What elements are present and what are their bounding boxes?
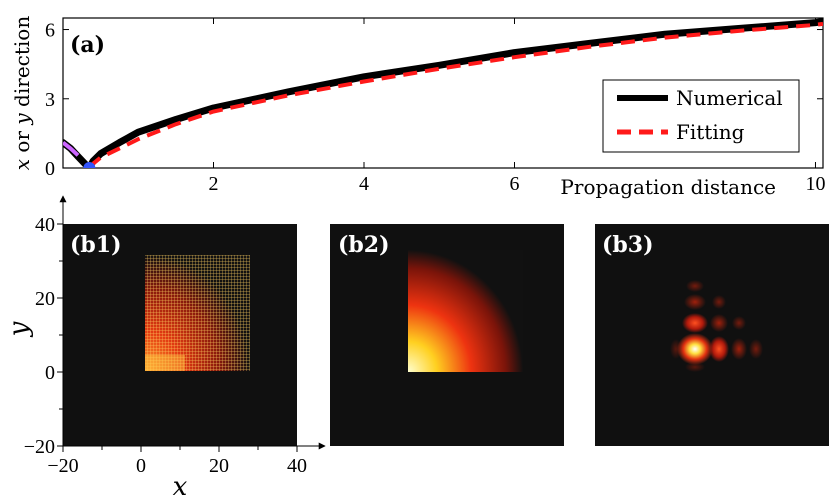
legend-numerical-label: Numerical (676, 86, 783, 110)
panel-b3-background (595, 224, 829, 446)
panel-b3-side-lobe (731, 338, 747, 360)
panel-b1-x-tick-label: 20 (209, 455, 229, 477)
series-fitting-line (88, 21, 823, 168)
panel-b3-intensity (670, 280, 763, 372)
panel-b1-y-tick-label: −20 (24, 436, 55, 458)
panel-b2-intensity (408, 250, 523, 372)
panel-label-a: (a) (70, 32, 105, 58)
panel-b1-y-axis-label: y (4, 321, 34, 337)
panel-a-x-tick-label: 10 (805, 173, 825, 195)
panel-b3-main-peak (677, 333, 713, 365)
panel-b1-x-tick-label: 0 (136, 455, 146, 477)
panel-a: 2 4 6 10 0 3 6 (a) Numerical Fitting Propagati… (10, 16, 825, 199)
panel-b1-y-tick-label: 20 (35, 288, 55, 310)
panel-a-x-tick-label: 6 (509, 173, 519, 195)
panel-b3-side-lobe (749, 339, 763, 359)
panel-b1-edge-bright (145, 355, 185, 371)
panel-b1-x-axis-label: x (173, 472, 188, 498)
panel-label-b2: (b2) (338, 232, 390, 258)
panel-b3-side-lobe (685, 362, 705, 372)
series-initial-line (63, 141, 80, 157)
panel-b2: (b2) (330, 224, 564, 446)
panel-b1-fringes (145, 255, 250, 371)
panel-label-b3: (b3) (602, 232, 654, 258)
panel-a-x-tick-label: 2 (208, 173, 218, 195)
panel-b3-side-lobe (732, 316, 746, 330)
start-point-marker (83, 162, 96, 168)
panel-b1-y-tick-label: 0 (45, 362, 55, 384)
panel-a-y-tick-label: 0 (45, 158, 55, 180)
panel-b3-side-lobe (670, 339, 682, 359)
panel-b1-ticks: −20 0 20 40 −20 0 20 40 (24, 214, 307, 477)
panel-b1-x-tick-label: −20 (47, 455, 78, 477)
panel-b3-side-lobe (682, 313, 708, 333)
panel-b3-side-lobe (709, 336, 729, 362)
panel-b3-side-lobe (710, 314, 728, 332)
panel-b1-x-tick-label: 40 (287, 455, 307, 477)
panel-a-x-tick-label: 4 (359, 173, 369, 195)
panel-b3-side-lobe (712, 295, 726, 309)
panel-a-y-axis-label: x or y direction (10, 16, 34, 171)
panel-a-series (63, 18, 823, 168)
panel-a-x-axis-label: Propagation distance (560, 175, 776, 199)
panel-b3: (b3) (595, 224, 829, 446)
panel-b1-y-tick-label: 40 (35, 214, 55, 236)
legend: Numerical Fitting (602, 79, 800, 153)
panel-a-y-tick-label: 6 (45, 20, 55, 42)
legend-fitting-label: Fitting (676, 120, 745, 144)
panel-label-b1: (b1) (70, 232, 122, 258)
panel-a-y-tick-label: 3 (45, 89, 55, 111)
legend-box (602, 79, 800, 153)
panel-b1: −20 0 20 40 −20 0 20 40 (b1) x y (4, 195, 326, 498)
panel-a-ticks: 2 4 6 10 0 3 6 (45, 18, 825, 195)
panel-b3-side-lobe (686, 280, 704, 292)
panel-b3-side-lobe (684, 294, 706, 310)
